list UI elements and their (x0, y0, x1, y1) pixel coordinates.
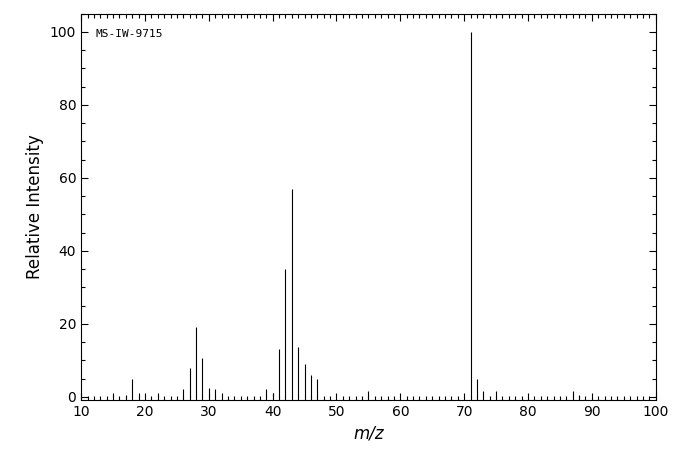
Y-axis label: Relative Intensity: Relative Intensity (26, 135, 45, 279)
X-axis label: m/z: m/z (353, 425, 384, 443)
Text: MS-IW-9715: MS-IW-9715 (95, 29, 163, 39)
